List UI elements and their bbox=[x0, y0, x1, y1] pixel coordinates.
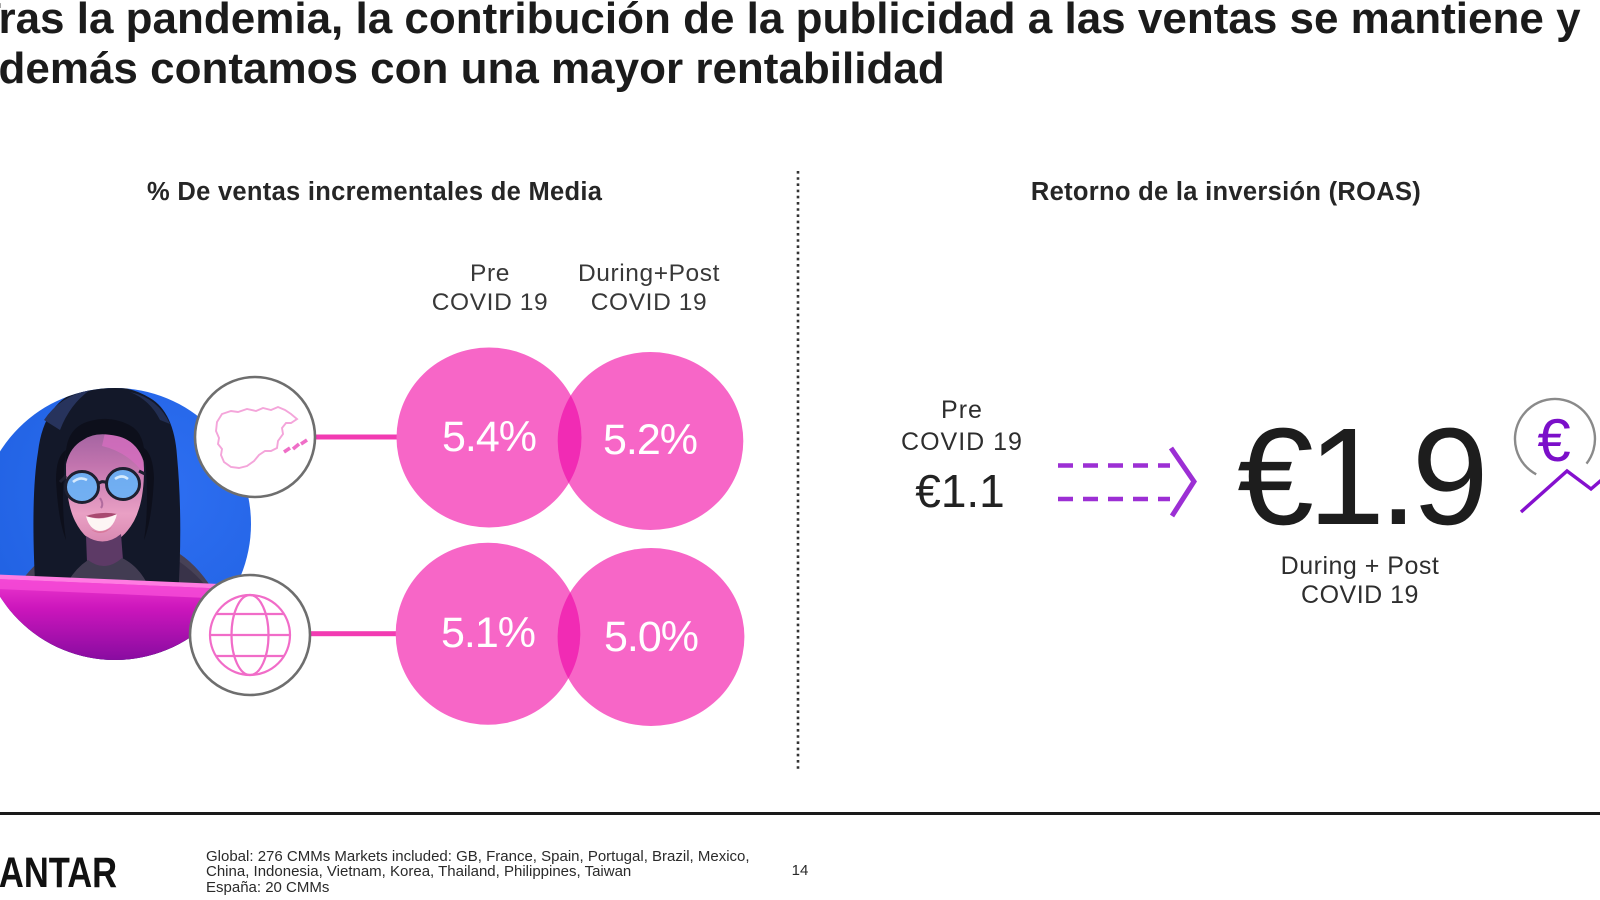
svg-text:€: € bbox=[1537, 407, 1570, 474]
